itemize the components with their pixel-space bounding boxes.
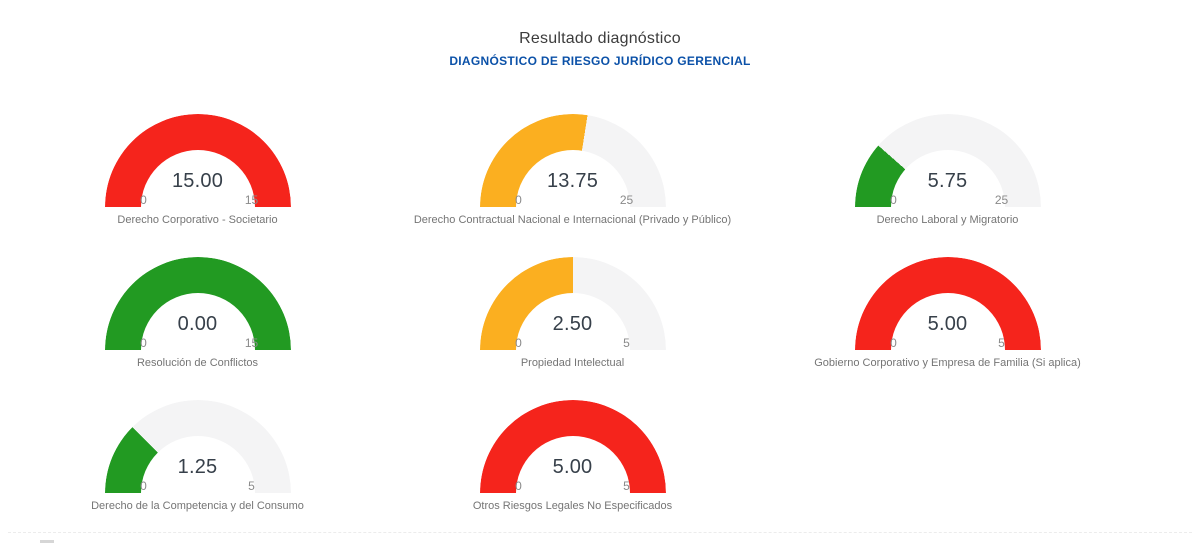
page-title: Resultado diagnóstico	[519, 30, 681, 47]
gauge-min-tick: 0	[140, 479, 147, 493]
gauge-chart: 5.75 0 25	[854, 114, 1041, 207]
gauge-title: Derecho Contractual Nacional e Internaci…	[413, 214, 732, 226]
gauge-value: 1.25	[177, 456, 218, 478]
gauge-min-tick: 0	[140, 336, 147, 350]
gauge-card-derecho-contractual: 13.75 0 25 Derecho Contractual Nacional …	[385, 114, 760, 257]
gauge-card-otros-riesgos: 5.00 0 5 Otros Riesgos Legales No Especi…	[385, 400, 760, 543]
gauge-card-derecho-laboral: 5.75 0 25 Derecho Laboral y Migratorio	[760, 114, 1135, 257]
gauge-chart: 5.00 0 5	[854, 257, 1041, 350]
gauge-max-tick: 25	[994, 193, 1009, 207]
gauge-grid: 15.00 0 15 Derecho Corporativo - Societa…	[10, 114, 1200, 543]
gauge-title: Otros Riesgos Legales No Especificados	[472, 500, 673, 512]
gauge-value: 13.75	[546, 170, 599, 192]
gauge-max-tick: 5	[998, 336, 1005, 350]
gauge-min-tick: 0	[515, 336, 522, 350]
gauge-card-propiedad-intelectual: 2.50 0 5 Propiedad Intelectual	[385, 257, 760, 400]
page-header: Resultado diagnóstico DIAGNÓSTICO DE RIE…	[0, 0, 1200, 68]
gauge-chart: 5.00 0 5	[479, 400, 666, 493]
gauge-card-derecho-competencia: 1.25 0 5 Derecho de la Competencia y del…	[10, 400, 385, 543]
gauge-title: Resolución de Conflictos	[136, 357, 259, 369]
gauge-max-tick: 15	[244, 193, 259, 207]
gauge-chart: 1.25 0 5	[104, 400, 291, 493]
gauge-title: Derecho Corporativo - Societario	[117, 214, 278, 226]
page-subtitle: DIAGNÓSTICO DE RIESGO JURÍDICO GERENCIAL	[449, 54, 751, 68]
gauge-min-tick: 0	[515, 479, 522, 493]
gauge-card-gobierno-corporativo: 5.00 0 5 Gobierno Corporativo y Empresa …	[760, 257, 1135, 400]
gauge-value: 2.50	[552, 313, 593, 335]
gauge-title: Derecho Laboral y Migratorio	[876, 214, 1019, 226]
gauge-max-tick: 25	[619, 193, 634, 207]
gauge-card-resolucion-conflictos: 0.00 0 15 Resolución de Conflictos	[10, 257, 385, 400]
gauge-min-tick: 0	[890, 193, 897, 207]
gauge-title: Propiedad Intelectual	[520, 357, 625, 369]
gauge-title: Derecho de la Competencia y del Consumo	[91, 500, 304, 512]
gauge-chart: 15.00 0 15	[104, 114, 291, 207]
gauge-value: 0.00	[177, 313, 218, 335]
gauge-min-tick: 0	[890, 336, 897, 350]
gauge-chart: 13.75 0 25	[479, 114, 666, 207]
gauge-chart: 0.00 0 15	[104, 257, 291, 350]
gauge-value: 15.00	[171, 170, 224, 192]
gauge-value: 5.00	[552, 456, 593, 478]
gauge-card-derecho-corporativo: 15.00 0 15 Derecho Corporativo - Societa…	[10, 114, 385, 257]
bottom-edge-fragment	[40, 540, 54, 543]
gauge-value: 5.00	[927, 313, 968, 335]
gauge-chart: 2.50 0 5	[479, 257, 666, 350]
gauge-min-tick: 0	[140, 193, 147, 207]
gauge-max-tick: 15	[244, 336, 259, 350]
gauge-max-tick: 5	[248, 479, 255, 493]
gauge-title: Gobierno Corporativo y Empresa de Famili…	[814, 357, 1081, 369]
gauge-min-tick: 0	[515, 193, 522, 207]
gauge-max-tick: 5	[623, 479, 630, 493]
bottom-dashed-divider	[8, 532, 1192, 533]
gauge-max-tick: 5	[623, 336, 630, 350]
gauge-value: 5.75	[927, 170, 968, 192]
